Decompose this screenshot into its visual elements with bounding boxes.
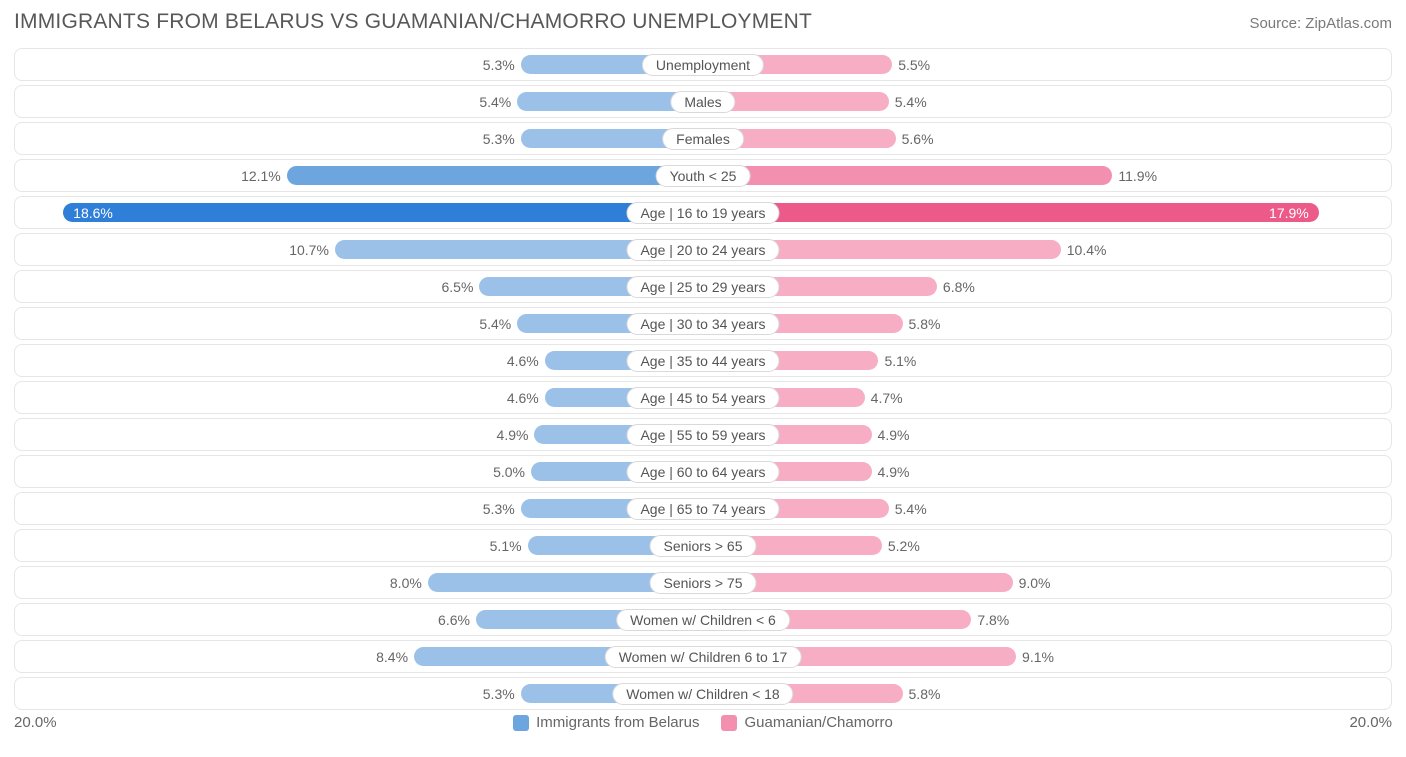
value-right: 9.0% xyxy=(1013,567,1051,598)
chart-row: 18.6%17.9%Age | 16 to 19 years xyxy=(14,196,1392,229)
category-label: Age | 30 to 34 years xyxy=(626,313,779,335)
value-left: 5.3% xyxy=(483,678,521,709)
chart-row: 5.3% 5.8% Women w/ Children < 18 xyxy=(14,677,1392,710)
legend-swatch-right xyxy=(721,715,737,731)
value-right: 4.7% xyxy=(865,382,903,413)
value-right: 7.8% xyxy=(971,604,1009,635)
category-label: Women w/ Children < 18 xyxy=(612,683,793,705)
category-label: Seniors > 65 xyxy=(650,535,757,557)
category-label: Unemployment xyxy=(642,54,764,76)
legend: Immigrants from Belarus Guamanian/Chamor… xyxy=(513,714,893,731)
value-left: 5.3% xyxy=(483,493,521,524)
chart-row: 5.3% 5.4% Age | 65 to 74 years xyxy=(14,492,1392,525)
value-right: 5.8% xyxy=(903,678,941,709)
value-right: 5.5% xyxy=(892,49,930,80)
category-label: Age | 45 to 54 years xyxy=(626,387,779,409)
chart-row: 10.7% 10.4% Age | 20 to 24 years xyxy=(14,233,1392,266)
value-right: 9.1% xyxy=(1016,641,1054,672)
value-left: 5.0% xyxy=(493,456,531,487)
legend-item-left: Immigrants from Belarus xyxy=(513,714,699,731)
value-right: 5.6% xyxy=(896,123,934,154)
chart-row: 6.6% 7.8% Women w/ Children < 6 xyxy=(14,603,1392,636)
value-left: 5.1% xyxy=(490,530,528,561)
value-left: 8.0% xyxy=(390,567,428,598)
chart-row: 8.4% 9.1% Women w/ Children 6 to 17 xyxy=(14,640,1392,673)
category-label: Youth < 25 xyxy=(656,165,751,187)
value-left: 4.6% xyxy=(507,382,545,413)
value-left: 8.4% xyxy=(376,641,414,672)
legend-item-right: Guamanian/Chamorro xyxy=(721,714,892,731)
chart-row: 6.5% 6.8% Age | 25 to 29 years xyxy=(14,270,1392,303)
value-left: 5.3% xyxy=(483,123,521,154)
value-right: 17.9% xyxy=(703,197,1319,228)
value-left: 18.6% xyxy=(63,197,703,228)
legend-label-left: Immigrants from Belarus xyxy=(536,714,699,731)
value-right: 4.9% xyxy=(872,456,910,487)
chart-row: 4.6% 5.1% Age | 35 to 44 years xyxy=(14,344,1392,377)
value-right: 5.4% xyxy=(889,86,927,117)
value-right: 11.9% xyxy=(1112,160,1157,191)
value-left: 10.7% xyxy=(289,234,335,265)
chart-row: 4.9% 4.9% Age | 55 to 59 years xyxy=(14,418,1392,451)
chart-row: 5.0% 4.9% Age | 60 to 64 years xyxy=(14,455,1392,488)
legend-swatch-left xyxy=(513,715,529,731)
diverging-bar-chart: 5.3% 5.5% Unemployment 5.4% 5.4% Males 5.3% 5.6… xyxy=(14,48,1392,710)
value-right: 4.9% xyxy=(872,419,910,450)
value-left: 5.4% xyxy=(479,308,517,339)
value-left: 4.9% xyxy=(497,419,535,450)
chart-row: 5.4% 5.4% Males xyxy=(14,85,1392,118)
bar-left xyxy=(287,166,703,185)
category-label: Age | 65 to 74 years xyxy=(626,498,779,520)
chart-source: Source: ZipAtlas.com xyxy=(1249,15,1392,32)
chart-row: 8.0% 9.0% Seniors > 75 xyxy=(14,566,1392,599)
value-left: 5.4% xyxy=(479,86,517,117)
chart-footer: 20.0% Immigrants from Belarus Guamanian/… xyxy=(14,714,1392,731)
value-right: 10.4% xyxy=(1061,234,1107,265)
value-right: 5.4% xyxy=(889,493,927,524)
value-right: 5.1% xyxy=(878,345,916,376)
chart-row: 12.1% 11.9% Youth < 25 xyxy=(14,159,1392,192)
value-right: 5.8% xyxy=(903,308,941,339)
category-label: Age | 60 to 64 years xyxy=(626,461,779,483)
category-label: Age | 16 to 19 years xyxy=(626,202,779,224)
category-label: Females xyxy=(662,128,744,150)
value-right: 5.2% xyxy=(882,530,920,561)
chart-row: 5.3% 5.5% Unemployment xyxy=(14,48,1392,81)
value-right: 6.8% xyxy=(937,271,975,302)
bar-right xyxy=(703,166,1112,185)
value-left: 5.3% xyxy=(483,49,521,80)
chart-title: IMMIGRANTS FROM BELARUS VS GUAMANIAN/CHA… xyxy=(14,10,812,34)
category-label: Age | 55 to 59 years xyxy=(626,424,779,446)
axis-max-right: 20.0% xyxy=(1349,714,1392,731)
category-label: Age | 20 to 24 years xyxy=(626,239,779,261)
category-label: Seniors > 75 xyxy=(650,572,757,594)
chart-row: 4.6% 4.7% Age | 45 to 54 years xyxy=(14,381,1392,414)
value-left: 6.6% xyxy=(438,604,476,635)
chart-row: 5.4% 5.8% Age | 30 to 34 years xyxy=(14,307,1392,340)
category-label: Age | 35 to 44 years xyxy=(626,350,779,372)
category-label: Women w/ Children 6 to 17 xyxy=(605,646,802,668)
category-label: Women w/ Children < 6 xyxy=(616,609,790,631)
value-left: 6.5% xyxy=(441,271,479,302)
legend-label-right: Guamanian/Chamorro xyxy=(744,714,892,731)
value-left: 12.1% xyxy=(241,160,287,191)
axis-max-left: 20.0% xyxy=(14,714,57,731)
category-label: Age | 25 to 29 years xyxy=(626,276,779,298)
value-left: 4.6% xyxy=(507,345,545,376)
chart-header: IMMIGRANTS FROM BELARUS VS GUAMANIAN/CHA… xyxy=(14,10,1392,34)
category-label: Males xyxy=(670,91,735,113)
chart-row: 5.1% 5.2% Seniors > 65 xyxy=(14,529,1392,562)
chart-row: 5.3% 5.6% Females xyxy=(14,122,1392,155)
